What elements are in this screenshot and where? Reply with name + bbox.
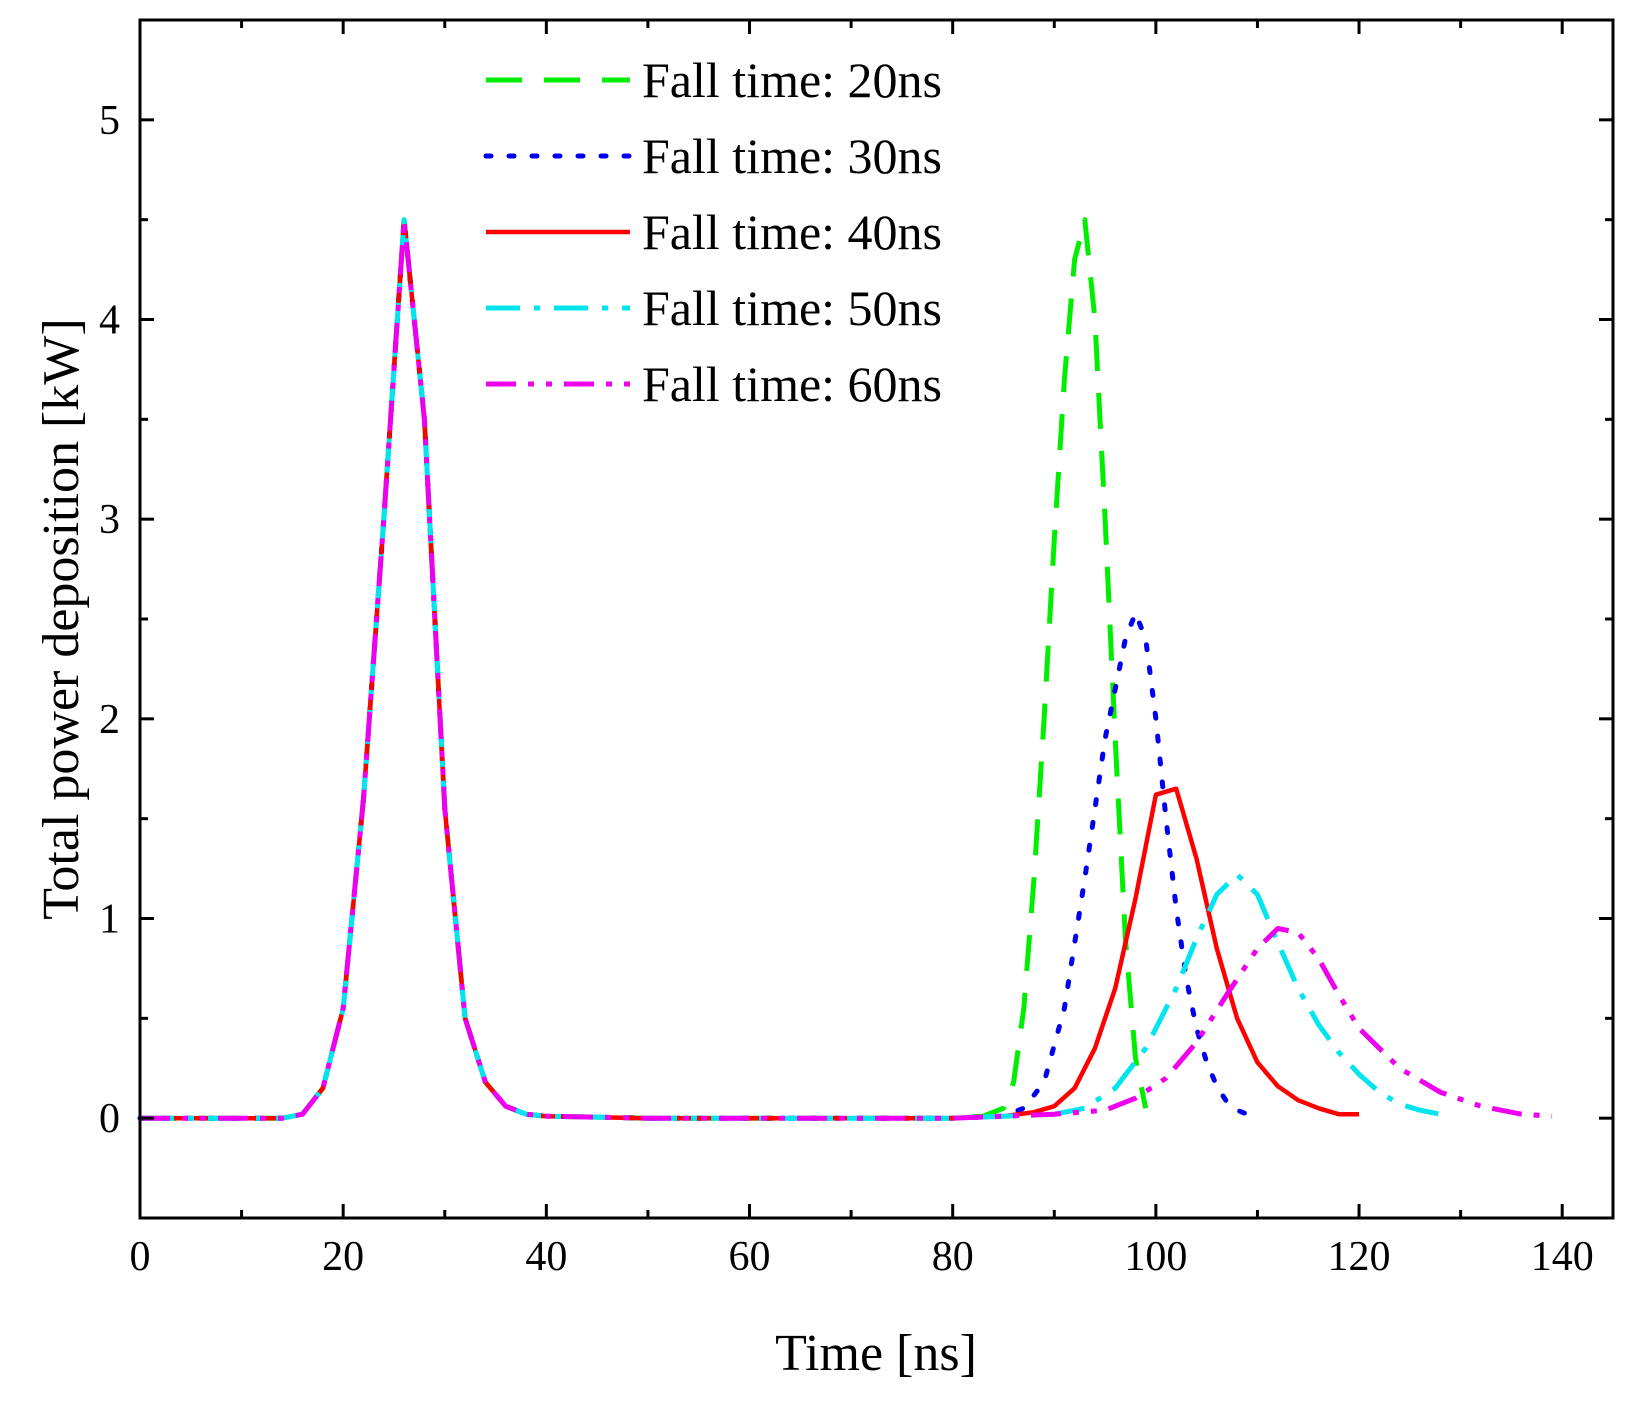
tick-labels: 0 20 40 60 80 100 120 140 0 1 2 3 4 5 <box>99 98 1594 1280</box>
y-axis-title: Total power deposition [kW] <box>33 318 90 919</box>
x-tick-label: 20 <box>322 1234 364 1280</box>
x-tick-label: 80 <box>932 1234 974 1280</box>
x-axis-title: Time [ns] <box>775 1325 977 1382</box>
legend-label: Fall time: 60ns <box>642 356 942 412</box>
y-tick-label: 2 <box>99 697 120 743</box>
legend: Fall time: 20ns Fall time: 30ns Fall time:… <box>483 52 942 412</box>
legend-label: Fall time: 50ns <box>642 280 942 336</box>
y-tick-label: 0 <box>99 1096 120 1142</box>
axis-ticks <box>138 18 1613 1220</box>
x-tick-label: 120 <box>1328 1234 1391 1280</box>
legend-label: Fall time: 40ns <box>642 204 942 260</box>
series-lines <box>137 217 1553 1121</box>
legend-item-2: Fall time: 30ns <box>483 128 942 184</box>
series-line-5 <box>140 217 1553 1121</box>
legend-item-4: Fall time: 50ns <box>486 280 942 336</box>
y-tick-label: 3 <box>99 497 120 543</box>
legend-label: Fall time: 30ns <box>642 128 942 184</box>
x-tick-label: 100 <box>1124 1234 1187 1280</box>
y-tick-label: 1 <box>99 897 120 943</box>
series-line-4 <box>140 217 1441 1121</box>
legend-item-5: Fall time: 60ns <box>486 356 942 412</box>
legend-item-1: Fall time: 20ns <box>486 52 942 108</box>
x-tick-label: 0 <box>130 1234 151 1280</box>
legend-label: Fall time: 20ns <box>642 52 942 108</box>
series-line-3 <box>140 217 1359 1121</box>
series-line-2 <box>137 217 1250 1121</box>
legend-item-3: Fall time: 40ns <box>486 204 942 260</box>
y-tick-label: 5 <box>99 98 120 144</box>
y-tick-label: 4 <box>99 298 120 344</box>
x-tick-label: 140 <box>1531 1234 1594 1280</box>
plot-frame <box>138 18 1615 1220</box>
x-tick-label: 60 <box>729 1234 771 1280</box>
series-line-1 <box>140 217 1149 1121</box>
x-tick-label: 40 <box>525 1234 567 1280</box>
